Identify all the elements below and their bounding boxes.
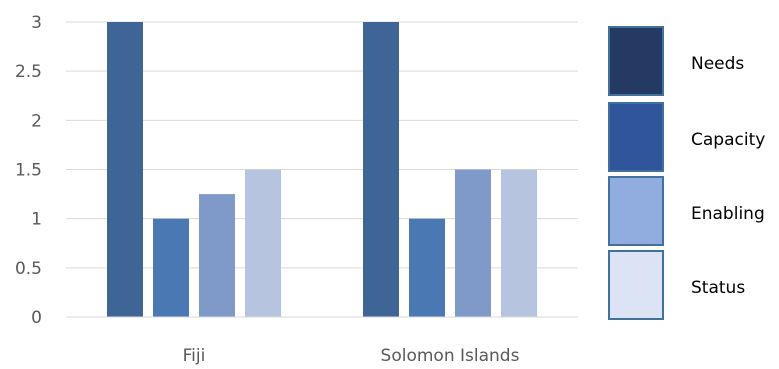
x-category-label: Solomon Islands: [381, 346, 520, 365]
gridlines: [66, 21, 578, 269]
bar-capacity-solomon-islands: [409, 218, 445, 317]
x-category-label: Fiji: [183, 346, 206, 365]
bar-status-solomon-islands: [501, 169, 537, 317]
bar-status-fiji: [245, 169, 281, 317]
bars: [107, 22, 537, 317]
bar-needs-fiji: [107, 22, 143, 317]
y-axis-ticks: 0 0.5 1 1.5 2 2.5 3: [15, 13, 42, 328]
legend-label-needs: Needs: [691, 54, 744, 74]
bar-needs-solomon-islands: [363, 22, 399, 317]
legend-swatch-capacity: [608, 102, 664, 172]
bar-enabling-fiji: [199, 194, 235, 317]
bar-capacity-fiji: [153, 218, 189, 317]
y-tick-label: 0: [31, 308, 42, 328]
y-tick-label: 1.5: [15, 161, 42, 181]
x-axis: Fiji Solomon Islands: [66, 316, 578, 366]
legend-swatch-needs: [608, 26, 664, 96]
legend-swatch-status: [608, 250, 664, 320]
y-tick-label: 2: [31, 111, 42, 131]
legend-label-enabling: Enabling: [691, 204, 765, 224]
legend-label-capacity: Capacity: [691, 130, 765, 150]
y-tick-label: 2.5: [15, 62, 42, 82]
bar-enabling-solomon-islands: [455, 169, 491, 317]
y-tick-label: 1: [31, 210, 42, 230]
y-tick-label: 0.5: [15, 259, 42, 279]
y-tick-label: 3: [31, 13, 42, 33]
legend-label-status: Status: [691, 278, 745, 298]
legend-swatch-enabling: [608, 176, 664, 246]
legend: Needs Capacity Enabling Status: [608, 26, 765, 320]
